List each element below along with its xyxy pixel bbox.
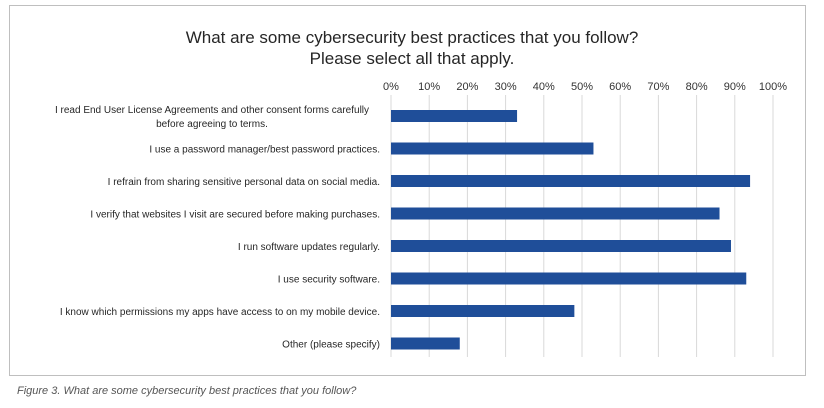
category-label-line: I refrain from sharing sensitive persona…: [108, 177, 380, 188]
bar: [391, 240, 731, 252]
category-label-line: Other (please specify): [282, 340, 380, 351]
category-label: I read End User License Agreements and o…: [55, 105, 369, 130]
category-label-line: I use a password manager/best password p…: [149, 145, 380, 156]
bar: [391, 337, 460, 350]
bar: [391, 207, 720, 220]
bar: [391, 175, 751, 187]
x-tick-label: 100%: [759, 81, 787, 93]
category-label-line: before agreeing to terms.: [156, 119, 268, 130]
chart-title-line-1: What are some cybersecurity best practic…: [185, 28, 639, 47]
category-label: I use security software.: [278, 275, 380, 286]
x-tick-label: 10%: [418, 81, 440, 93]
category-label: I know which permissions my apps have ac…: [60, 307, 380, 318]
category-label: I use a password manager/best password p…: [149, 145, 380, 156]
x-tick-label: 80%: [686, 81, 708, 93]
category-label: Other (please specify): [282, 340, 380, 351]
x-tick-label: 60%: [609, 81, 631, 93]
bar: [391, 110, 518, 122]
category-label-line: I read End User License Agreements and o…: [55, 105, 369, 116]
chart-title: What are some cybersecurity best practic…: [0, 27, 824, 69]
category-label-line: I use security software.: [278, 275, 380, 286]
chart-title-line-2: Please select all that apply.: [309, 49, 515, 68]
category-label: I refrain from sharing sensitive persona…: [108, 177, 380, 188]
bar: [391, 272, 747, 285]
figure-caption: Figure 3. What are some cybersecurity be…: [17, 385, 357, 397]
bar: [391, 142, 594, 155]
category-label-line: I run software updates regularly.: [238, 242, 380, 253]
category-label-line: I verify that websites I visit are secur…: [90, 210, 380, 221]
bar: [391, 305, 575, 317]
x-tick-label: 70%: [647, 81, 669, 93]
x-tick-label: 50%: [571, 81, 593, 93]
category-label: I run software updates regularly.: [238, 242, 380, 253]
x-tick-label: 30%: [495, 81, 517, 93]
category-label-line: I know which permissions my apps have ac…: [60, 307, 380, 318]
category-label: I verify that websites I visit are secur…: [90, 210, 380, 221]
x-tick-label: 40%: [533, 81, 555, 93]
x-tick-label: 20%: [456, 81, 478, 93]
x-tick-label: 90%: [724, 81, 746, 93]
x-tick-label: 0%: [383, 81, 399, 93]
